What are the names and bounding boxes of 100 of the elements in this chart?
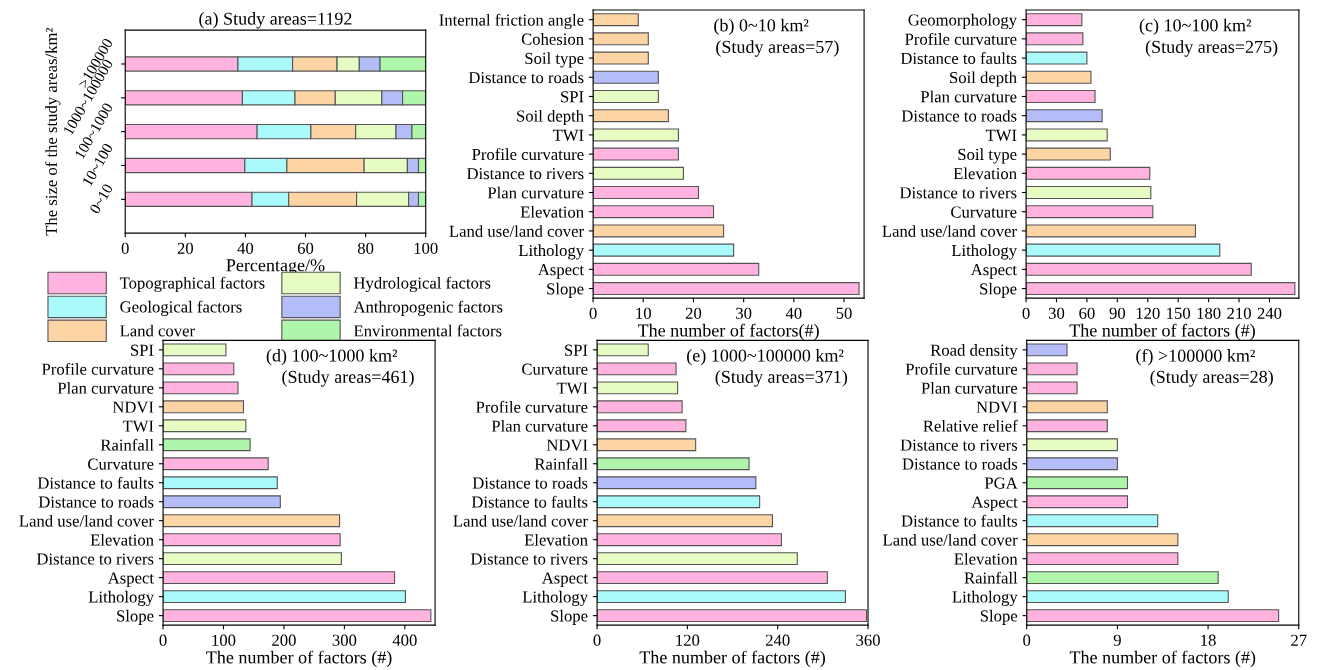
annotation: (c) 10~100 km² bbox=[1139, 18, 1252, 36]
bar bbox=[1026, 128, 1108, 142]
x-tick-label: 10 bbox=[636, 307, 651, 319]
x-tick-label: 240 bbox=[1257, 307, 1282, 319]
bar bbox=[1026, 343, 1068, 357]
y-tick-label: Distance to roads bbox=[901, 109, 1017, 122]
bar bbox=[593, 186, 700, 200]
bar bbox=[1026, 400, 1108, 414]
y-tick-label: TWI bbox=[556, 382, 588, 394]
y-tick-label: Aspect bbox=[537, 264, 584, 279]
bar bbox=[597, 457, 750, 471]
x-tick-label: 20 bbox=[685, 307, 702, 319]
bar bbox=[597, 400, 683, 414]
x-axis-title: The number of factors (#) bbox=[206, 650, 392, 668]
y-tick-label: Distance to roads bbox=[902, 457, 1018, 470]
y-tick-label: Plan curvature bbox=[491, 420, 588, 432]
bar bbox=[163, 381, 239, 395]
bar bbox=[163, 533, 341, 547]
y-tick-label: Plan curvature bbox=[487, 186, 584, 199]
bar bbox=[1026, 419, 1108, 433]
bar bbox=[597, 381, 679, 395]
y-tick-label: NDVI bbox=[976, 401, 1018, 413]
y-tick-label: Lithology bbox=[88, 590, 154, 607]
x-tick-label: 200 bbox=[272, 634, 296, 646]
y-tick-label: Soil type bbox=[958, 148, 1017, 164]
bar bbox=[597, 362, 677, 376]
bar bbox=[593, 243, 735, 257]
x-tick-label: 27 bbox=[1291, 634, 1307, 646]
y-axis-title: The size of the study areas/km² bbox=[45, 27, 61, 236]
y-tick-label: Rainfall bbox=[534, 457, 588, 470]
bar bbox=[163, 419, 247, 433]
y-tick-label: Lithology bbox=[518, 244, 585, 260]
y-tick-label: Aspect bbox=[541, 572, 588, 587]
y-tick-label: Land use/land cover bbox=[453, 514, 588, 527]
y-tick-label: Distance to roads bbox=[38, 495, 154, 508]
bar bbox=[1026, 476, 1129, 490]
bar bbox=[1026, 243, 1221, 257]
bar bbox=[593, 51, 649, 65]
y-tick-label: TWI bbox=[552, 129, 584, 141]
x-tick-label: 400 bbox=[392, 634, 417, 646]
bar bbox=[1026, 495, 1129, 509]
y-tick-label: Distance to rivers bbox=[900, 439, 1018, 451]
annotation: (f) >100000 km² bbox=[1136, 348, 1255, 366]
y-tick-label: Lithology bbox=[951, 244, 1017, 260]
x-tick-label: 300 bbox=[332, 634, 357, 646]
annotation: (e) 1000~100000 km² bbox=[687, 348, 844, 366]
bar bbox=[1026, 381, 1078, 395]
y-tick-label: Slope bbox=[547, 282, 584, 298]
annotation: (Study areas=57) bbox=[716, 40, 839, 57]
y-tick-label: Cohesion bbox=[521, 33, 584, 45]
bar bbox=[1026, 514, 1159, 528]
y-tick-label: PGA bbox=[984, 477, 1018, 489]
bar bbox=[163, 476, 278, 490]
y-tick-label: Distance to rivers bbox=[899, 187, 1017, 199]
bar bbox=[163, 552, 342, 566]
y-tick-label: Curvature bbox=[522, 363, 588, 375]
y-tick-label: Plan curvature bbox=[920, 90, 1017, 103]
bar bbox=[593, 166, 684, 180]
bar bbox=[1026, 205, 1154, 219]
legend-label: Anthropogenic factors bbox=[353, 300, 503, 316]
bar bbox=[163, 571, 396, 585]
bar bbox=[597, 571, 828, 585]
bar bbox=[593, 282, 860, 296]
annotation: (Study areas=371) bbox=[715, 370, 848, 387]
y-tick-label: Distance to faults bbox=[900, 52, 1017, 65]
y-tick-label: Distance to faults bbox=[901, 514, 1018, 527]
y-tick-label: Plan curvature bbox=[57, 382, 154, 394]
y-tick-label: NDVI bbox=[546, 439, 588, 451]
legend-label: Hydrological factors bbox=[353, 276, 491, 293]
y-tick-label: NDVI bbox=[112, 401, 154, 413]
annotation: (Study areas=461) bbox=[282, 370, 414, 387]
bar bbox=[163, 400, 244, 414]
y-tick-label: Lithology bbox=[952, 590, 1018, 607]
bar bbox=[163, 438, 251, 452]
bar bbox=[163, 590, 407, 604]
bar bbox=[1026, 51, 1088, 65]
x-axis-title: The number of factors (#) bbox=[1069, 323, 1255, 341]
bar bbox=[597, 514, 773, 528]
x-tick-label: 40 bbox=[785, 307, 802, 319]
x-axis-title: The number of factors (#) bbox=[639, 650, 825, 668]
bar bbox=[597, 552, 798, 566]
x-tick-label: 40 bbox=[237, 242, 254, 254]
y-tick-label: Elevation bbox=[520, 205, 584, 218]
x-tick-label: 0 bbox=[1023, 634, 1031, 646]
x-tick-label: 20 bbox=[177, 242, 194, 254]
legend-label: Topographical factors bbox=[119, 276, 265, 293]
chart-title: (a) Study areas=1192 bbox=[199, 12, 352, 29]
x-axis-title: The number of factors(#) bbox=[637, 323, 819, 341]
legend-label: Geological factors bbox=[120, 300, 242, 316]
y-tick-label: Elevation bbox=[954, 552, 1018, 565]
x-axis-title: Percentage/% bbox=[226, 259, 325, 276]
bar bbox=[593, 262, 760, 276]
bar bbox=[1026, 147, 1111, 161]
y-tick-label: Elevation bbox=[524, 533, 588, 546]
y-tick-label: Profile curvature bbox=[42, 362, 154, 375]
bar bbox=[593, 32, 649, 46]
bar bbox=[593, 13, 639, 27]
bar bbox=[1026, 438, 1118, 452]
x-tick-label: 100 bbox=[212, 634, 236, 646]
y-tick-label: Distance to rivers bbox=[466, 168, 584, 180]
